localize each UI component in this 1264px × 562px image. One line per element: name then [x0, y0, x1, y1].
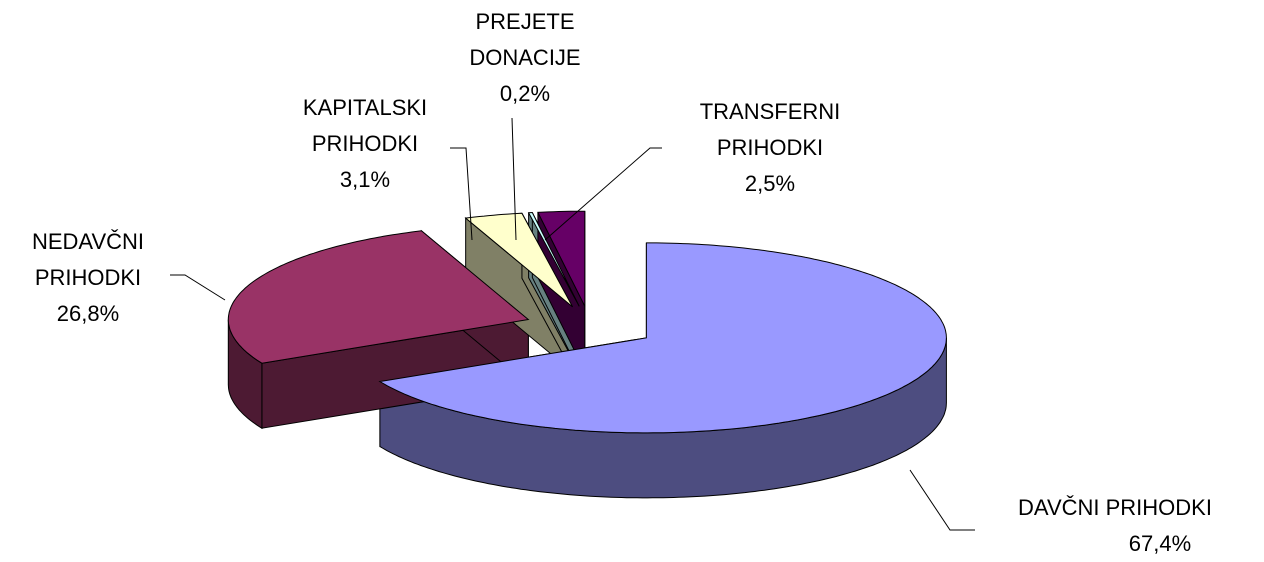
label: KAPITALSKI PRIHODKI 3,1%: [270, 90, 460, 198]
slices: [227, 210, 947, 499]
leader-line: [544, 147, 662, 241]
label: TRANSFERNI PRIHODKI 2,5%: [670, 94, 870, 202]
label: PREJETE DONACIJE 0,2%: [445, 4, 605, 112]
category-label: KAPITALSKI PRIHODKI: [302, 95, 428, 156]
category-label: NEDAVČNI PRIHODKI: [31, 229, 145, 290]
slice: [378, 242, 947, 434]
slice: [227, 230, 530, 364]
category-label: DAVČNI PRIHODKI: [1018, 495, 1212, 520]
label: NEDAVČNI PRIHODKI 26,8%: [0, 224, 176, 332]
category-label: TRANSFERNI PRIHODKI: [699, 99, 841, 160]
label: DAVČNI PRIHODKI 67,4%: [970, 490, 1260, 562]
slice: [537, 210, 586, 307]
category-label: PREJETE DONACIJE: [469, 9, 581, 70]
value-label: 2,5%: [744, 171, 796, 196]
leader-line: [909, 469, 975, 531]
leader-line: [170, 274, 226, 301]
leader-line: [511, 117, 517, 241]
slice: [527, 211, 580, 307]
leader-lines: [170, 117, 975, 531]
value-label: 26,8%: [56, 301, 120, 326]
value-label: 67,4%: [1128, 531, 1192, 556]
leader-line: [450, 147, 473, 241]
value-label: 0,2%: [499, 81, 551, 106]
value-label: 3,1%: [339, 167, 391, 192]
